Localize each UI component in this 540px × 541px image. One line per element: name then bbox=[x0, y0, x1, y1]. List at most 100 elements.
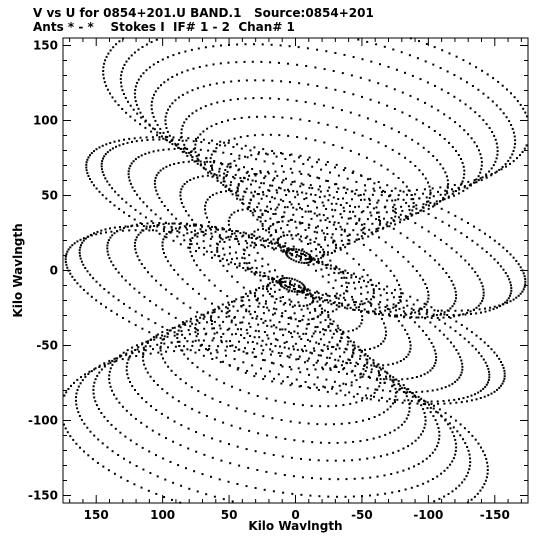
data-point bbox=[124, 225, 127, 228]
data-point bbox=[275, 436, 278, 439]
data-point bbox=[455, 251, 458, 254]
data-point bbox=[352, 257, 355, 260]
data-point bbox=[110, 260, 113, 263]
data-point bbox=[339, 389, 342, 392]
data-point bbox=[366, 457, 369, 460]
data-point bbox=[412, 198, 415, 201]
data-point bbox=[495, 170, 498, 173]
data-point bbox=[331, 310, 334, 313]
data-point bbox=[470, 331, 473, 334]
data-point bbox=[480, 446, 482, 449]
data-point bbox=[212, 63, 215, 66]
data-point bbox=[476, 492, 479, 495]
data-point bbox=[349, 149, 352, 152]
data-point bbox=[93, 368, 96, 371]
data-point bbox=[301, 216, 304, 218]
data-point bbox=[366, 362, 369, 365]
data-point bbox=[99, 232, 102, 235]
data-point bbox=[283, 287, 286, 290]
data-point bbox=[523, 147, 526, 150]
data-point bbox=[166, 56, 169, 59]
data-point bbox=[126, 349, 129, 352]
data-point bbox=[469, 457, 471, 460]
data-point bbox=[125, 409, 128, 412]
data-point bbox=[330, 352, 333, 355]
data-point bbox=[427, 290, 430, 293]
data-point bbox=[264, 219, 267, 222]
data-point bbox=[134, 241, 136, 244]
data-point bbox=[197, 136, 199, 139]
data-point bbox=[234, 173, 237, 176]
data-point bbox=[186, 340, 189, 343]
data-point bbox=[244, 269, 247, 272]
data-point bbox=[432, 314, 435, 317]
data-point bbox=[275, 280, 278, 283]
data-point bbox=[378, 385, 381, 388]
data-point bbox=[320, 168, 323, 171]
data-point bbox=[152, 379, 155, 382]
data-point bbox=[325, 292, 328, 295]
data-point bbox=[103, 362, 106, 365]
data-point bbox=[317, 188, 320, 191]
data-point bbox=[334, 166, 336, 169]
y-tick-label: -150 bbox=[28, 489, 58, 503]
data-point bbox=[409, 402, 412, 405]
data-point bbox=[170, 293, 173, 296]
data-point bbox=[289, 167, 292, 170]
data-point bbox=[265, 239, 267, 242]
data-point bbox=[377, 227, 380, 230]
data-point bbox=[316, 326, 319, 328]
data-point bbox=[509, 162, 511, 165]
data-point bbox=[350, 384, 353, 387]
data-point bbox=[230, 181, 232, 184]
data-point bbox=[254, 79, 257, 82]
data-point bbox=[418, 169, 421, 172]
data-point bbox=[390, 217, 393, 220]
data-point bbox=[182, 161, 185, 164]
data-point bbox=[346, 343, 349, 346]
data-point bbox=[453, 398, 456, 401]
data-point bbox=[342, 404, 345, 406]
data-point bbox=[280, 352, 283, 355]
data-point bbox=[353, 477, 356, 480]
data-point bbox=[202, 130, 205, 133]
data-point bbox=[460, 182, 463, 185]
data-point bbox=[76, 407, 79, 410]
data-point bbox=[246, 170, 249, 173]
data-point bbox=[194, 233, 197, 236]
data-point bbox=[317, 342, 320, 345]
data-point bbox=[173, 331, 176, 334]
data-point bbox=[156, 131, 159, 134]
data-point bbox=[166, 392, 169, 395]
data-point bbox=[393, 274, 396, 277]
y-tick-label: 150 bbox=[33, 39, 58, 53]
data-point bbox=[359, 76, 362, 79]
data-point bbox=[262, 239, 265, 242]
data-point bbox=[327, 405, 330, 408]
data-point bbox=[351, 295, 353, 298]
data-point bbox=[326, 226, 329, 229]
data-point bbox=[217, 305, 220, 308]
data-point bbox=[339, 339, 342, 342]
data-point bbox=[123, 302, 125, 305]
data-point bbox=[393, 220, 396, 223]
data-point bbox=[259, 239, 262, 242]
data-point bbox=[213, 418, 216, 421]
data-point bbox=[242, 350, 245, 353]
data-point bbox=[132, 108, 135, 111]
data-point bbox=[478, 278, 481, 281]
data-point bbox=[357, 205, 360, 208]
data-point bbox=[368, 197, 371, 200]
data-point bbox=[261, 133, 264, 136]
data-point bbox=[235, 407, 238, 410]
data-point bbox=[179, 191, 182, 194]
data-point bbox=[475, 334, 478, 337]
data-point bbox=[269, 287, 272, 290]
data-point bbox=[183, 150, 186, 153]
data-point bbox=[105, 55, 108, 58]
data-point bbox=[242, 361, 245, 364]
data-point bbox=[362, 243, 365, 246]
data-point bbox=[246, 208, 249, 211]
data-point bbox=[134, 229, 137, 232]
data-point bbox=[444, 189, 447, 192]
